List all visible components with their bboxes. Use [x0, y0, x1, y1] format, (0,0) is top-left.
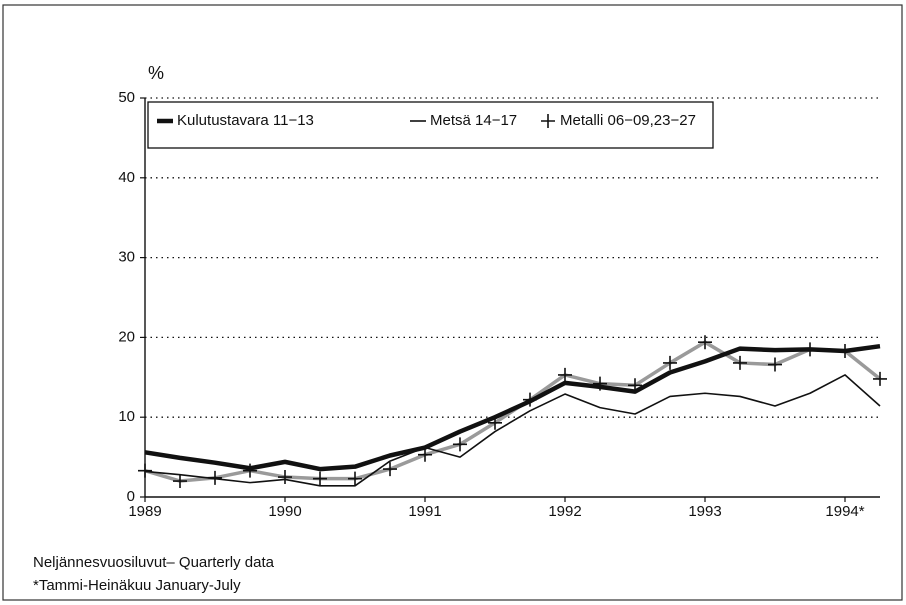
marker — [173, 474, 187, 489]
marker — [348, 471, 362, 486]
legend-marker — [541, 114, 555, 128]
y-tick-label: 20 — [118, 328, 135, 345]
y-tick-label: 10 — [118, 408, 135, 425]
marker — [768, 357, 782, 372]
x-tick-label: 1994* — [825, 503, 864, 520]
series-line — [144, 374, 881, 487]
note: *Tammi-Heinäkuu January-July — [33, 577, 241, 594]
marker — [873, 371, 887, 386]
series-line — [144, 343, 881, 472]
marker — [663, 355, 677, 370]
legend-box — [147, 101, 714, 149]
note: Neljännesvuosiluvut– Quarterly data — [33, 554, 275, 571]
marker — [313, 471, 327, 486]
x-tick-label: 1989 — [128, 503, 161, 520]
marker — [138, 463, 152, 478]
y-axis-label: % — [148, 63, 164, 83]
marker — [383, 462, 397, 477]
x-tick-label: 1993 — [688, 503, 721, 520]
x-tick-label: 1991 — [408, 503, 441, 520]
frame — [2, 4, 903, 601]
marker — [453, 437, 467, 452]
y-tick-label: 50 — [118, 89, 135, 106]
x-tick-label: 1990 — [268, 503, 301, 520]
marker — [278, 470, 292, 485]
legend-label: Metsä 14−17 — [430, 112, 517, 129]
x-tick-label: 1992 — [548, 503, 581, 520]
y-tick-label: 0 — [127, 488, 135, 505]
marker — [698, 335, 712, 350]
marker — [558, 367, 572, 382]
legend-label: Kulutustavara 11−13 — [177, 112, 314, 129]
marker — [733, 355, 747, 370]
legend-label: Metalli 06−09,23−27 — [560, 112, 696, 129]
y-tick-label: 40 — [118, 169, 135, 186]
marker — [418, 447, 432, 462]
y-tick-label: 30 — [118, 249, 135, 266]
